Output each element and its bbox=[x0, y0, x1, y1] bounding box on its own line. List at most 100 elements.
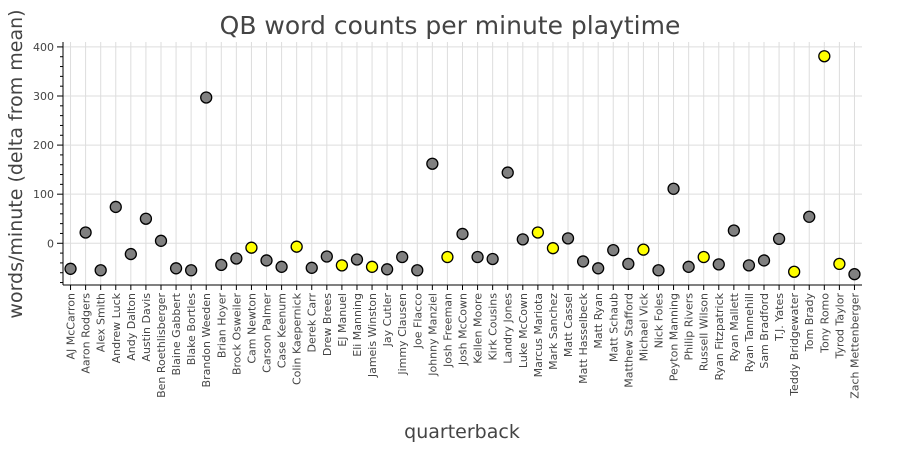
data-point bbox=[576, 255, 590, 268]
data-point bbox=[697, 250, 710, 264]
data-point bbox=[607, 243, 620, 257]
x-tick-label: Andrew Luck bbox=[110, 292, 123, 363]
data-point bbox=[652, 264, 665, 277]
x-tick-label: Josh Freeman bbox=[441, 293, 454, 368]
x-tick-label: Josh McCown bbox=[457, 293, 470, 366]
data-point bbox=[637, 243, 650, 256]
data-point bbox=[833, 257, 846, 271]
x-tick-label: Mark Sanchez bbox=[547, 293, 560, 370]
data-point bbox=[79, 226, 92, 239]
x-tick-label: Brandon Weeden bbox=[200, 293, 213, 387]
data-point bbox=[139, 212, 153, 225]
x-tick-label: Blake Bortles bbox=[185, 293, 198, 366]
x-tick-label: AJ McCarron bbox=[65, 293, 78, 360]
x-tick-label: Michael Vick bbox=[637, 292, 650, 361]
data-point bbox=[546, 242, 560, 255]
data-point bbox=[486, 252, 499, 266]
x-tick-label: Ryan Mallett bbox=[728, 292, 741, 361]
x-tick-label: Derek Carr bbox=[306, 293, 319, 353]
data-point bbox=[456, 227, 469, 241]
data-point bbox=[305, 261, 318, 274]
data-point bbox=[667, 182, 680, 195]
x-tick-label: Teddy Bridgewater bbox=[788, 293, 801, 397]
y-axis-ticks: 0 100 200 300 400 bbox=[33, 41, 63, 284]
x-tick-label: Brian Hoyer bbox=[215, 293, 228, 359]
data-point bbox=[441, 250, 454, 264]
data-point bbox=[94, 264, 107, 277]
data-point bbox=[396, 250, 409, 264]
data-point bbox=[335, 259, 349, 272]
grid bbox=[63, 42, 862, 285]
x-tick-label: Matt Hasselbeck bbox=[577, 292, 590, 383]
data-point bbox=[350, 253, 364, 266]
x-tick-label: Zach Mettenberger bbox=[848, 293, 861, 399]
data-point bbox=[727, 224, 741, 237]
data-point bbox=[260, 254, 273, 267]
data-point bbox=[230, 252, 243, 265]
x-tick-label: Ben Roethlisberger bbox=[155, 293, 168, 398]
x-tick-label: Ryan Tannehill bbox=[743, 293, 756, 372]
data-point bbox=[109, 200, 122, 214]
y-tick-label: 300 bbox=[33, 90, 54, 103]
x-tick-label: Colin Kaepernick bbox=[291, 292, 304, 385]
x-tick-label: Carson Palmer bbox=[261, 293, 274, 373]
x-tick-label: Peyton Manning bbox=[668, 293, 681, 381]
x-tick-label: Drew Brees bbox=[321, 293, 334, 356]
x-tick-label: Luke McCown bbox=[517, 293, 530, 368]
y-tick-label: 0 bbox=[47, 237, 54, 250]
x-tick-label: Matt Schaub bbox=[607, 293, 620, 362]
data-point bbox=[531, 226, 545, 239]
x-tick-label: Jay Cutler bbox=[381, 293, 394, 348]
x-tick-label: Philip Rivers bbox=[683, 293, 696, 361]
x-tick-label: Landry Jones bbox=[502, 293, 515, 364]
data-point bbox=[712, 258, 725, 271]
x-tick-label: Cam Newton bbox=[245, 293, 258, 364]
x-tick-label: Blaine Gabbert bbox=[170, 292, 183, 375]
x-tick-label: Nick Foles bbox=[652, 293, 665, 349]
data-point bbox=[501, 166, 514, 179]
x-tick-label: Case Keenum bbox=[276, 293, 289, 368]
x-tick-label: EJ Manuel bbox=[336, 293, 349, 347]
data-point bbox=[622, 257, 635, 271]
data-point bbox=[245, 241, 258, 254]
x-tick-label: Russell Wilson bbox=[698, 293, 711, 371]
data-point bbox=[848, 268, 861, 281]
x-tick-label: Alex Smith bbox=[95, 293, 108, 352]
x-tick-label: Kellen Moore bbox=[472, 293, 485, 364]
data-point bbox=[365, 260, 379, 273]
data-point bbox=[124, 247, 137, 261]
data-point bbox=[742, 259, 756, 272]
x-tick-label: Johnny Manziel bbox=[426, 293, 439, 377]
x-tick-label: Matt Ryan bbox=[592, 293, 605, 349]
data-point bbox=[471, 250, 484, 264]
x-tick-label: Tyrod Taylor bbox=[833, 293, 846, 360]
data-point bbox=[682, 260, 695, 273]
data-point bbox=[516, 233, 529, 246]
data-point bbox=[803, 210, 816, 223]
x-tick-label: T.J. Yates bbox=[773, 293, 786, 342]
data-point bbox=[320, 250, 333, 263]
data-point bbox=[411, 264, 424, 277]
data-point bbox=[64, 262, 77, 275]
data-point bbox=[154, 234, 168, 247]
x-tick-label: Sam Bradford bbox=[758, 293, 771, 369]
x-tick-label: Aaron Rodgers bbox=[80, 293, 93, 374]
data-point bbox=[290, 240, 303, 253]
x-tick-label: Jimmy Clausen bbox=[396, 293, 409, 376]
x-tick-label: Matt Cassel bbox=[562, 293, 575, 357]
data-point bbox=[275, 260, 288, 273]
x-axis-label: quarterback bbox=[404, 421, 520, 443]
x-tick-label: Andy Dalton bbox=[125, 293, 138, 361]
data-point bbox=[200, 91, 213, 104]
data-point bbox=[772, 232, 786, 246]
x-tick-label: Tony Romo bbox=[818, 293, 831, 354]
data-point bbox=[592, 262, 605, 275]
x-tick-label: Austin Davis bbox=[140, 293, 153, 362]
y-tick-label: 400 bbox=[33, 41, 54, 54]
data-point bbox=[561, 232, 575, 245]
x-tick-label: Jameis Winston bbox=[366, 293, 379, 378]
x-tick-label: Tom Brady bbox=[803, 293, 816, 353]
data-point bbox=[215, 258, 228, 272]
y-tick-label: 100 bbox=[33, 188, 54, 201]
x-tick-label: Eli Manning bbox=[351, 293, 364, 357]
